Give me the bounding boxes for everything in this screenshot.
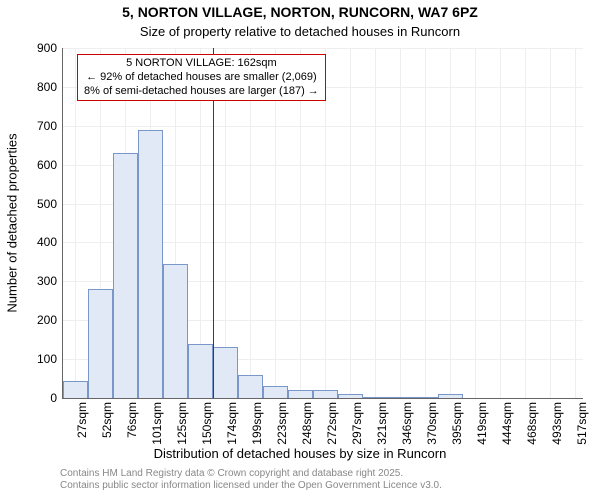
histogram-bar — [413, 397, 438, 398]
y-tick-label: 400 — [37, 235, 63, 249]
annotation-line: 5 NORTON VILLAGE: 162sqm — [84, 57, 319, 71]
x-tick-label: 468sqm — [525, 398, 539, 445]
histogram-bar — [188, 344, 213, 398]
histogram-bar — [288, 390, 313, 398]
gridline-v — [475, 48, 476, 398]
x-tick-label: 199sqm — [250, 398, 264, 445]
x-tick-label: 125sqm — [175, 398, 189, 445]
chart-title: 5, NORTON VILLAGE, NORTON, RUNCORN, WA7 … — [0, 4, 600, 20]
annotation-box: 5 NORTON VILLAGE: 162sqm ← 92% of detach… — [77, 54, 326, 101]
gridline-v — [575, 48, 576, 398]
x-tick-label: 370sqm — [425, 398, 439, 445]
histogram-bar — [138, 130, 163, 398]
y-tick-label: 500 — [37, 197, 63, 211]
gridline-v — [375, 48, 376, 398]
gridline-v — [550, 48, 551, 398]
histogram-bar — [438, 394, 463, 398]
gridline-v — [450, 48, 451, 398]
annotation-line: ← 92% of detached houses are smaller (2,… — [84, 71, 319, 85]
gridline-h — [63, 126, 583, 127]
histogram-bar — [313, 390, 338, 398]
annotation-line: 8% of semi-detached houses are larger (1… — [84, 85, 319, 99]
x-tick-label: 248sqm — [300, 398, 314, 445]
histogram-bar — [213, 347, 238, 398]
histogram-bar — [263, 386, 288, 398]
gridline-h — [63, 48, 583, 49]
y-tick-label: 300 — [37, 274, 63, 288]
y-tick-label: 0 — [50, 391, 63, 405]
x-tick-label: 27sqm — [75, 398, 89, 438]
chart-subtitle: Size of property relative to detached ho… — [0, 24, 600, 39]
x-tick-label: 223sqm — [275, 398, 289, 445]
plot-area: 010020030040050060070080090027sqm52sqm76… — [62, 48, 583, 399]
y-tick-label: 700 — [37, 119, 63, 133]
chart-container: 5, NORTON VILLAGE, NORTON, RUNCORN, WA7 … — [0, 0, 600, 500]
x-tick-label: 272sqm — [325, 398, 339, 445]
x-tick-label: 52sqm — [100, 398, 114, 438]
x-tick-label: 517sqm — [575, 398, 589, 445]
histogram-bar — [163, 264, 188, 398]
footnote-line: Contains public sector information licen… — [60, 480, 442, 492]
x-tick-label: 321sqm — [375, 398, 389, 445]
x-tick-label: 419sqm — [475, 398, 489, 445]
gridline-v — [400, 48, 401, 398]
gridline-v — [500, 48, 501, 398]
x-tick-label: 346sqm — [400, 398, 414, 445]
x-tick-label: 76sqm — [125, 398, 139, 438]
histogram-bar — [338, 394, 363, 398]
x-tick-label: 174sqm — [225, 398, 239, 445]
x-tick-label: 297sqm — [350, 398, 364, 445]
x-tick-label: 444sqm — [500, 398, 514, 445]
histogram-bar — [63, 381, 88, 399]
x-tick-label: 150sqm — [200, 398, 214, 445]
y-tick-label: 900 — [37, 41, 63, 55]
gridline-v — [350, 48, 351, 398]
gridline-v — [425, 48, 426, 398]
histogram-bar — [238, 375, 263, 398]
y-axis-label: Number of detached properties — [5, 133, 20, 312]
histogram-bar — [113, 153, 138, 398]
histogram-bar — [363, 397, 388, 398]
histogram-bar — [388, 397, 413, 398]
y-tick-label: 800 — [37, 80, 63, 94]
y-tick-label: 600 — [37, 158, 63, 172]
x-tick-label: 101sqm — [150, 398, 164, 445]
footnote-line: Contains HM Land Registry data © Crown c… — [60, 468, 442, 480]
gridline-v — [525, 48, 526, 398]
y-tick-label: 100 — [37, 352, 63, 366]
x-tick-label: 493sqm — [550, 398, 564, 445]
x-tick-label: 395sqm — [450, 398, 464, 445]
histogram-bar — [88, 289, 113, 398]
footnote: Contains HM Land Registry data © Crown c… — [60, 468, 442, 492]
x-axis-label: Distribution of detached houses by size … — [0, 446, 600, 461]
y-tick-label: 200 — [37, 313, 63, 327]
